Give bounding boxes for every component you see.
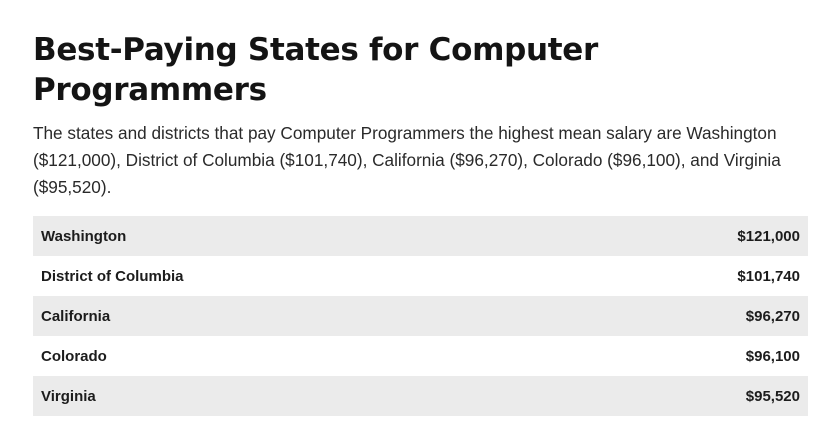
salary-table: Washington $121,000 District of Columbia… — [33, 216, 808, 416]
table-row: District of Columbia $101,740 — [33, 256, 808, 296]
mean-salary: $96,100 — [745, 347, 800, 365]
state-name: California — [41, 307, 111, 325]
mean-salary: $101,740 — [737, 267, 800, 285]
table-row: Virginia $95,520 — [33, 376, 808, 416]
state-name: Colorado — [41, 347, 107, 365]
article-section: Best-Paying States for Computer Programm… — [33, 30, 808, 416]
table-row: California $96,270 — [33, 296, 808, 336]
mean-salary: $95,520 — [745, 387, 800, 405]
intro-paragraph: The states and districts that pay Comput… — [33, 123, 781, 197]
mean-salary: $121,000 — [737, 227, 800, 245]
table-row: Colorado $96,100 — [33, 336, 808, 376]
state-name: Virginia — [41, 387, 96, 405]
state-name: Washington — [41, 227, 127, 245]
table-row: Washington $121,000 — [33, 216, 808, 256]
state-name: District of Columbia — [41, 267, 184, 285]
mean-salary: $96,270 — [745, 307, 800, 325]
page-title: Best-Paying States for Computer Programm… — [33, 32, 598, 108]
